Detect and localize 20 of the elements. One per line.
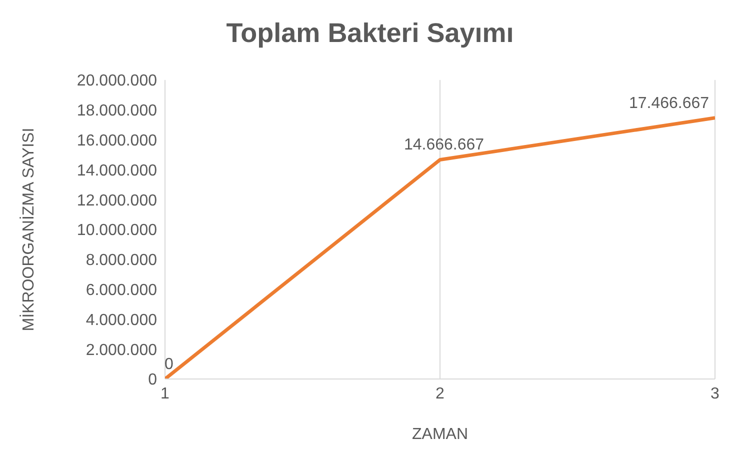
y-tick-label: 2.000.000 [86, 342, 158, 359]
y-axis-title: MİKROORGANİZMA SAYISI [20, 128, 38, 332]
x-axis-title: ZAMAN [412, 426, 468, 443]
y-tick-label: 6.000.000 [86, 282, 158, 299]
y-tick-label: 0 [148, 372, 158, 389]
data-label: 17.466.667 [628, 94, 710, 112]
chart-title: Toplam Bakteri Sayımı [225, 18, 515, 49]
y-tick-label: 14.000.000 [76, 162, 158, 180]
data-label: 0 [164, 356, 174, 373]
x-tick-label: 2 [436, 385, 445, 402]
y-tick-label: 16.000.000 [76, 132, 158, 150]
x-tick-label: 1 [160, 385, 170, 402]
y-tick-label: 20.000.000 [76, 72, 158, 90]
y-tick-label: 8.000.000 [86, 252, 158, 270]
x-tick-label: 3 [710, 385, 720, 402]
y-tick-label: 10.000.000 [76, 222, 158, 240]
y-tick-label: 4.000.000 [86, 312, 158, 329]
data-label: 14.666.667 [404, 136, 484, 154]
y-tick-label: 18.000.000 [76, 102, 158, 120]
y-tick-label: 12.000.000 [76, 192, 158, 210]
